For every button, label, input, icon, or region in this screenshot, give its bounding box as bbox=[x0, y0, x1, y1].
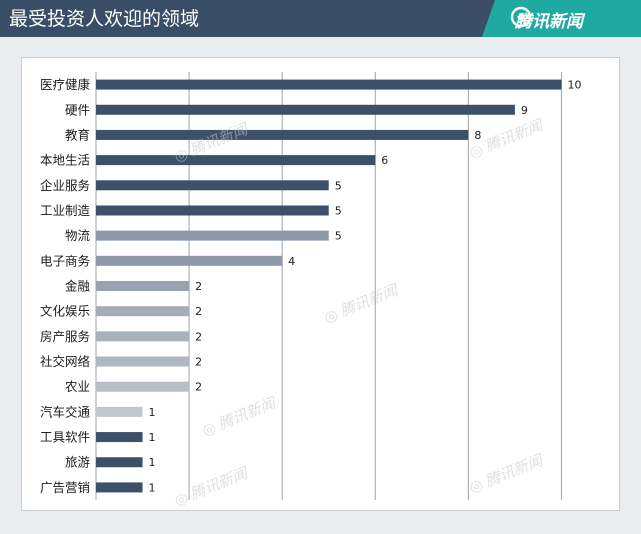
bar bbox=[96, 381, 190, 392]
category-label: 工具软件 bbox=[40, 430, 90, 445]
category-label: 医疗健康 bbox=[40, 77, 91, 92]
bar bbox=[96, 255, 283, 266]
bar bbox=[96, 356, 190, 367]
category-label: 物流 bbox=[65, 228, 91, 243]
category-label: 本地生活 bbox=[40, 153, 90, 168]
header-background bbox=[0, 0, 641, 37]
bar bbox=[96, 129, 469, 140]
data-label: 2 bbox=[195, 381, 202, 394]
data-label: 2 bbox=[195, 330, 202, 343]
bar bbox=[96, 180, 329, 191]
data-label: 2 bbox=[195, 305, 202, 318]
bar bbox=[96, 230, 329, 241]
data-label: 4 bbox=[288, 255, 295, 268]
data-label: 1 bbox=[149, 481, 156, 494]
category-label: 工业制造 bbox=[40, 203, 91, 218]
tencent-news-logo-icon bbox=[510, 6, 532, 28]
logo-text: 腾讯新闻 bbox=[515, 11, 583, 32]
bar bbox=[96, 205, 329, 216]
data-label: 1 bbox=[149, 406, 156, 419]
data-label: 5 bbox=[335, 179, 342, 192]
data-label: 5 bbox=[335, 230, 342, 243]
bar bbox=[96, 432, 143, 443]
chart-panel: 医疗健康 10 硬件 9 教育 8 本地生活 6 企业服务 5 工业制造 5 物流 5 电子商务 4 金融 2 文化… bbox=[21, 57, 620, 511]
category-label: 硬件 bbox=[65, 102, 90, 117]
bar-chart: 医疗健康 10 硬件 9 教育 8 本地生活 6 企业服务 5 工业制造 5 物流 5 电子商务 4 金融 2 文化… bbox=[40, 72, 581, 500]
data-label: 10 bbox=[567, 79, 581, 92]
category-label: 电子商务 bbox=[40, 253, 90, 268]
header-banner: 最受投资人欢迎的领域 腾讯新闻 bbox=[0, 0, 641, 37]
bar bbox=[96, 104, 515, 115]
bar bbox=[96, 457, 143, 468]
data-label: 9 bbox=[521, 104, 528, 117]
data-label: 1 bbox=[149, 456, 156, 469]
bar bbox=[96, 406, 143, 417]
data-label: 2 bbox=[195, 356, 202, 369]
data-label: 8 bbox=[474, 129, 481, 142]
category-label: 旅游 bbox=[65, 455, 91, 470]
category-label: 企业服务 bbox=[40, 178, 90, 193]
bar bbox=[96, 482, 143, 493]
page-title: 最受投资人欢迎的领域 bbox=[9, 8, 200, 30]
bar bbox=[96, 281, 190, 291]
data-label: 6 bbox=[381, 154, 388, 167]
category-label: 农业 bbox=[65, 379, 90, 394]
category-label: 广告营销 bbox=[40, 480, 90, 495]
data-label: 1 bbox=[149, 431, 156, 444]
category-label: 金融 bbox=[65, 279, 91, 294]
category-label: 汽车交通 bbox=[40, 404, 91, 419]
data-label: 5 bbox=[335, 204, 342, 217]
bar bbox=[96, 79, 562, 90]
data-label: 2 bbox=[195, 280, 202, 293]
category-label: 文化娱乐 bbox=[40, 304, 90, 319]
category-label: 教育 bbox=[65, 127, 90, 142]
bar bbox=[96, 155, 376, 166]
category-label: 社交网络 bbox=[40, 354, 91, 369]
bar bbox=[96, 306, 190, 317]
category-label: 房产服务 bbox=[40, 329, 90, 344]
bar bbox=[96, 331, 190, 342]
tencent-news-logo: 腾讯新闻 bbox=[510, 6, 583, 32]
